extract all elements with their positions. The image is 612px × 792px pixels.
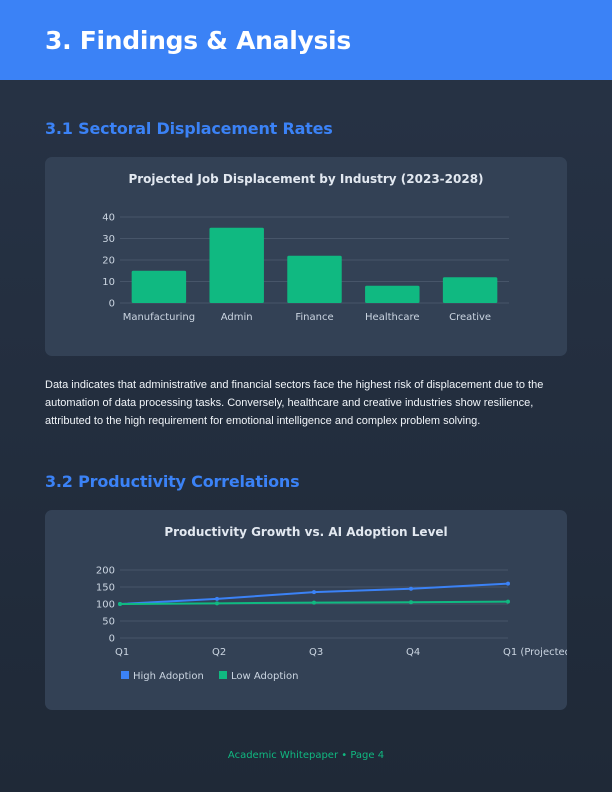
bar-creative <box>442 277 498 303</box>
bar-healthcare <box>365 285 420 303</box>
bar-admin <box>209 227 264 303</box>
y-tick-label: 0 <box>109 634 115 645</box>
page-title: 3. Findings & Analysis <box>45 26 351 55</box>
data-point <box>409 600 413 605</box>
data-point <box>312 590 316 595</box>
data-point <box>409 586 413 591</box>
x-tick-label: Creative <box>449 312 491 323</box>
x-tick-label: Manufacturing <box>123 312 195 323</box>
data-point <box>215 601 219 606</box>
legend-swatch <box>121 671 129 679</box>
x-tick-label: Admin <box>221 312 253 323</box>
legend-label: Low Adoption <box>231 671 299 682</box>
y-tick-label: 30 <box>102 234 115 245</box>
bar-chart-card: Projected Job Displacement by Industry (… <box>45 157 567 356</box>
x-tick-label: Q1 (Projected) <box>503 647 567 658</box>
section-heading-productivity: 3.2 Productivity Correlations <box>45 472 300 491</box>
analysis-paragraph: Data indicates that administrative and f… <box>45 379 544 427</box>
legend-swatch <box>219 671 227 679</box>
x-tick-label: Finance <box>295 312 333 323</box>
x-tick-label: Q4 <box>406 647 420 658</box>
data-point <box>506 599 510 604</box>
x-tick-label: Q2 <box>212 647 226 658</box>
section-heading-displacement: 3.1 Sectoral Displacement Rates <box>45 119 333 138</box>
line-chart-card: Productivity Growth vs. AI Adoption Leve… <box>45 510 567 710</box>
y-tick-label: 100 <box>96 600 115 611</box>
bar-chart-title: Projected Job Displacement by Industry (… <box>128 172 484 186</box>
y-tick-label: 20 <box>102 256 115 267</box>
x-tick-label: Q1 <box>115 647 129 658</box>
x-tick-label: Q3 <box>309 647 323 658</box>
y-tick-label: 200 <box>96 566 115 577</box>
y-tick-label: 0 <box>109 299 115 310</box>
line-chart-title: Productivity Growth vs. AI Adoption Leve… <box>164 525 448 539</box>
y-tick-label: 50 <box>102 617 115 628</box>
x-tick-label: Healthcare <box>365 312 420 323</box>
data-point <box>506 581 510 586</box>
data-point <box>118 602 122 606</box>
page-footer: Academic Whitepaper • Page 4 <box>227 750 385 761</box>
line-chart: 0 50 100 150 200 Q1 Q2 Q3 Q4 Q1 (Projected) High A… <box>96 566 567 683</box>
bar-chart: 0 10 20 30 40 Manufacturing Admin Finance Health… <box>102 213 509 323</box>
data-point <box>215 596 219 601</box>
y-tick-label: 10 <box>102 277 115 288</box>
data-point <box>312 600 316 605</box>
bar-finance <box>287 255 342 303</box>
bar-manufacturing <box>131 270 187 303</box>
y-tick-label: 40 <box>102 213 115 224</box>
page-header: 3. Findings & Analysis <box>0 0 612 80</box>
legend-label: High Adoption <box>133 671 204 682</box>
y-tick-label: 150 <box>96 583 115 594</box>
